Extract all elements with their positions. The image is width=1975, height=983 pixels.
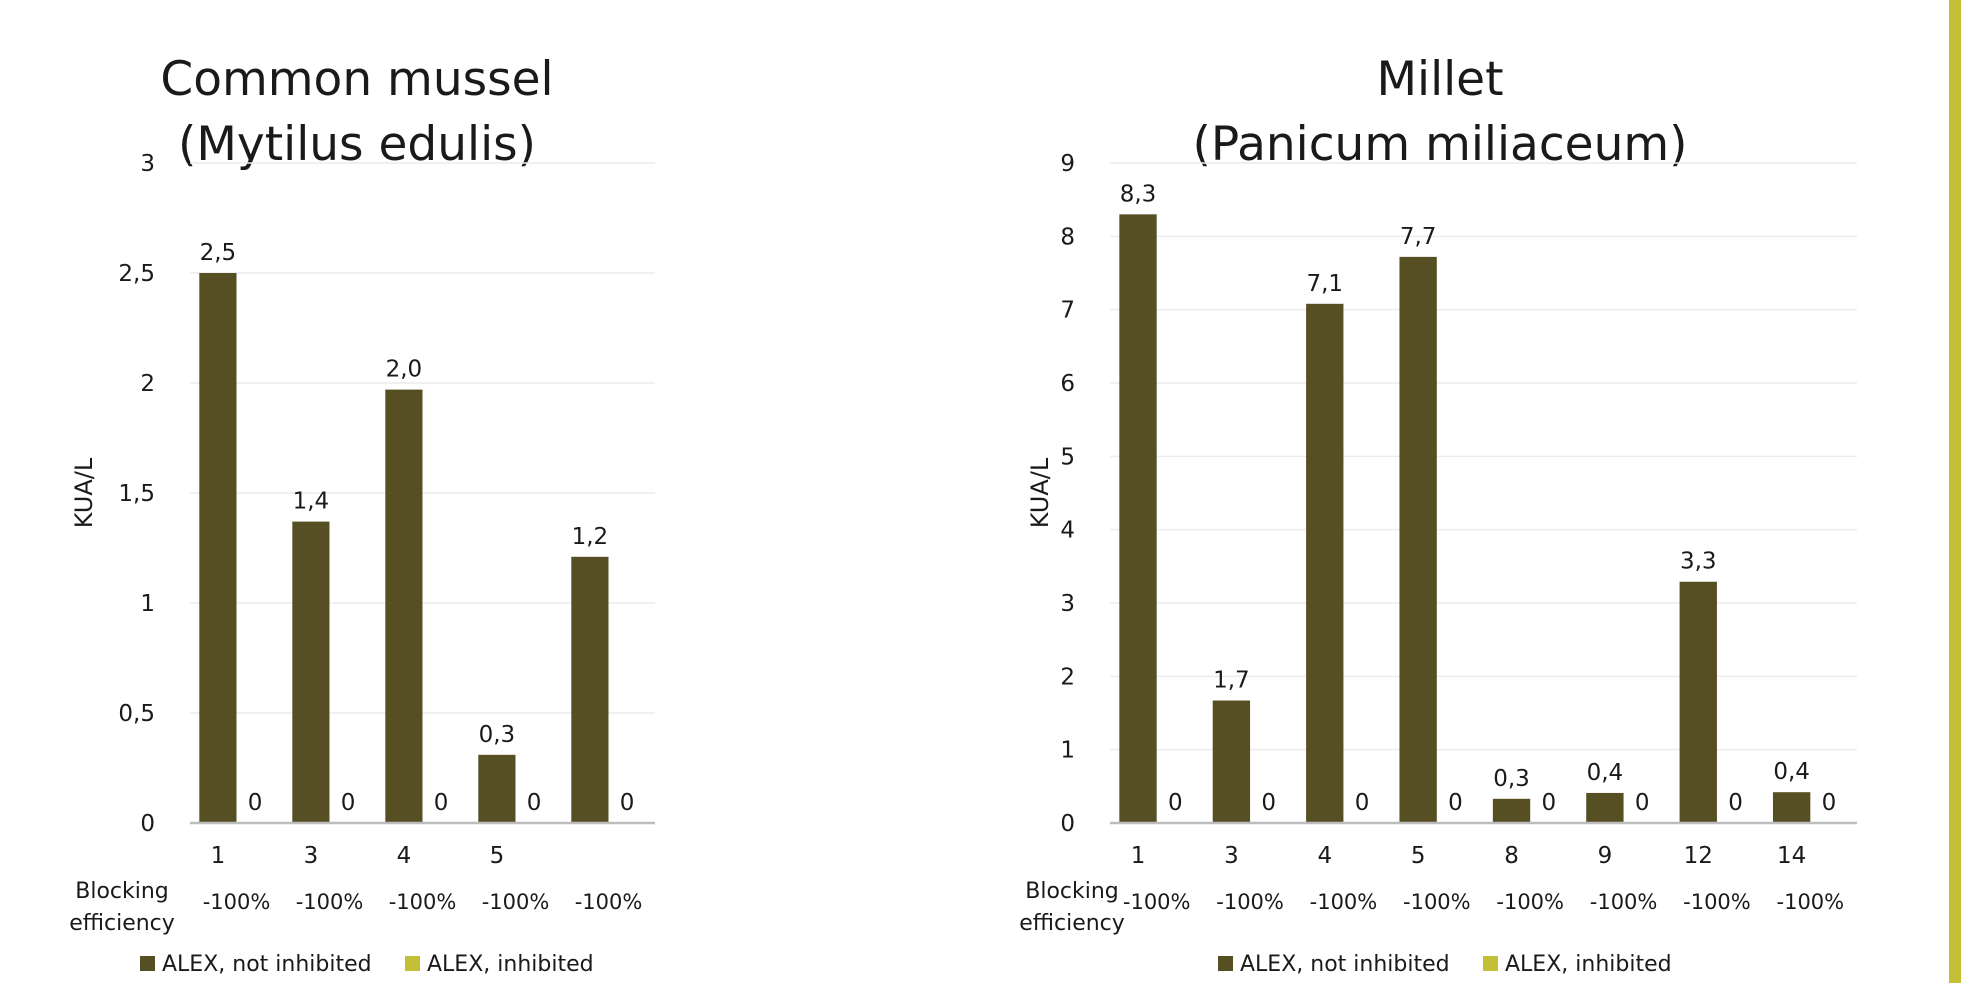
- legend-swatch-inhibited: [405, 956, 420, 971]
- legend-swatch-inhibited: [1483, 956, 1498, 971]
- data-label-inhibited: 0: [527, 790, 542, 816]
- bar-not-inhibited: [571, 556, 609, 823]
- data-label-inhibited: 0: [434, 790, 449, 816]
- bar-not-inhibited: [1119, 214, 1157, 824]
- y-axis-label: KUA/L: [1026, 457, 1054, 528]
- blocking-efficiency-value: -100%: [203, 890, 271, 914]
- legend-swatch-not-inhibited: [1218, 956, 1233, 971]
- y-axis-label: KUA/L: [70, 457, 98, 528]
- x-tick-label: 5: [490, 843, 505, 869]
- bar-not-inhibited: [1492, 798, 1531, 823]
- y-tick-label: 2: [140, 371, 155, 397]
- y-tick-label: 9: [1060, 151, 1075, 177]
- y-tick-label: 5: [1060, 444, 1075, 470]
- data-label-not-inhibited: 7,7: [1400, 224, 1437, 250]
- y-tick-label: 1: [140, 591, 155, 617]
- blocking-efficiency-value: -100%: [1310, 890, 1378, 914]
- blocking-efficiency-value: -100%: [1590, 890, 1658, 914]
- bar-not-inhibited: [199, 273, 237, 823]
- bar-not-inhibited: [1586, 792, 1624, 823]
- y-tick-label: 6: [1060, 371, 1075, 397]
- y-tick-label: 8: [1060, 224, 1075, 250]
- x-tick-label: 4: [397, 843, 412, 869]
- data-label-not-inhibited: 0,3: [479, 722, 516, 748]
- y-tick-label: 0: [1060, 811, 1075, 837]
- legend-label-inhibited: ALEX, inhibited: [1505, 952, 1672, 977]
- legend-label-not-inhibited: ALEX, not inhibited: [162, 952, 372, 977]
- data-label-inhibited: 0: [1168, 790, 1183, 816]
- bar-not-inhibited: [1772, 792, 1811, 823]
- data-label-not-inhibited: 1,7: [1213, 668, 1250, 694]
- data-label-inhibited: 0: [1355, 790, 1370, 816]
- data-label-not-inhibited: 3,3: [1680, 549, 1717, 575]
- blocking-efficiency-value: -100%: [482, 890, 550, 914]
- data-label-inhibited: 0: [1728, 790, 1743, 816]
- blocking-efficiency-value: -100%: [1683, 890, 1751, 914]
- data-label-not-inhibited: 7,1: [1306, 271, 1343, 297]
- blocking-efficiency-value: -100%: [1777, 890, 1845, 914]
- y-tick-label: 0,5: [118, 701, 155, 727]
- legend-swatch-not-inhibited: [140, 956, 155, 971]
- legend-label-not-inhibited: ALEX, not inhibited: [1240, 952, 1450, 977]
- bar-not-inhibited: [1212, 700, 1251, 823]
- bar-not-inhibited: [385, 389, 423, 823]
- blocking-label-line: efficiency: [69, 911, 175, 936]
- data-label-inhibited: 0: [620, 790, 635, 816]
- data-label-inhibited: 0: [1542, 790, 1557, 816]
- blocking-efficiency-value: -100%: [1123, 890, 1191, 914]
- data-label-not-inhibited: 1,2: [572, 524, 609, 550]
- y-tick-label: 7: [1060, 298, 1075, 324]
- legend-label-inhibited: ALEX, inhibited: [427, 952, 594, 977]
- chart-title-line: Common mussel: [160, 52, 553, 107]
- data-label-inhibited: 0: [1822, 790, 1837, 816]
- data-label-not-inhibited: 0,3: [1493, 766, 1530, 792]
- x-tick-label: 3: [1224, 843, 1239, 869]
- blocking-label-line: Blocking: [75, 879, 169, 904]
- data-label-not-inhibited: 0,4: [1773, 759, 1810, 785]
- y-tick-label: 3: [140, 151, 155, 177]
- blocking-efficiency-value: -100%: [1403, 890, 1471, 914]
- x-tick-label: 4: [1317, 843, 1332, 869]
- x-tick-label: 5: [1411, 843, 1426, 869]
- chart-title-line: Millet: [1376, 52, 1503, 107]
- data-label-inhibited: 0: [248, 790, 263, 816]
- data-label-inhibited: 0: [1261, 790, 1276, 816]
- data-label-not-inhibited: 0,4: [1587, 760, 1624, 786]
- blocking-label-line: Blocking: [1025, 879, 1119, 904]
- data-label-inhibited: 0: [1635, 790, 1650, 816]
- x-tick-label: 12: [1684, 843, 1713, 869]
- data-label-not-inhibited: 8,3: [1120, 181, 1157, 207]
- accent-bar: [1949, 0, 1961, 983]
- x-tick-label: 8: [1504, 843, 1519, 869]
- blocking-efficiency-value: -100%: [1216, 890, 1284, 914]
- x-tick-label: 3: [304, 843, 319, 869]
- bar-not-inhibited: [478, 754, 516, 823]
- data-label-inhibited: 0: [341, 790, 356, 816]
- y-tick-label: 1,5: [118, 481, 155, 507]
- blocking-efficiency-value: -100%: [389, 890, 457, 914]
- x-tick-label: 1: [1131, 843, 1146, 869]
- x-tick-label: 1: [211, 843, 226, 869]
- x-tick-label: 9: [1598, 843, 1613, 869]
- y-tick-label: 4: [1060, 518, 1075, 544]
- data-label-inhibited: 0: [1448, 790, 1463, 816]
- x-tick-label: 14: [1777, 843, 1806, 869]
- data-label-not-inhibited: 2,0: [386, 357, 423, 383]
- bar-not-inhibited: [1306, 303, 1344, 823]
- y-tick-label: 2: [1060, 664, 1075, 690]
- y-tick-label: 0: [140, 811, 155, 837]
- blocking-efficiency-value: -100%: [296, 890, 364, 914]
- bar-not-inhibited: [1679, 581, 1717, 823]
- bar-not-inhibited: [1399, 256, 1437, 823]
- bar-not-inhibited: [292, 521, 330, 823]
- y-tick-label: 3: [1060, 591, 1075, 617]
- blocking-efficiency-value: -100%: [1496, 890, 1564, 914]
- blocking-efficiency-value: -100%: [575, 890, 643, 914]
- data-label-not-inhibited: 2,5: [200, 240, 237, 266]
- blocking-label-line: efficiency: [1019, 911, 1125, 936]
- data-label-not-inhibited: 1,4: [293, 489, 330, 515]
- y-tick-label: 2,5: [118, 261, 155, 287]
- y-tick-label: 1: [1060, 738, 1075, 764]
